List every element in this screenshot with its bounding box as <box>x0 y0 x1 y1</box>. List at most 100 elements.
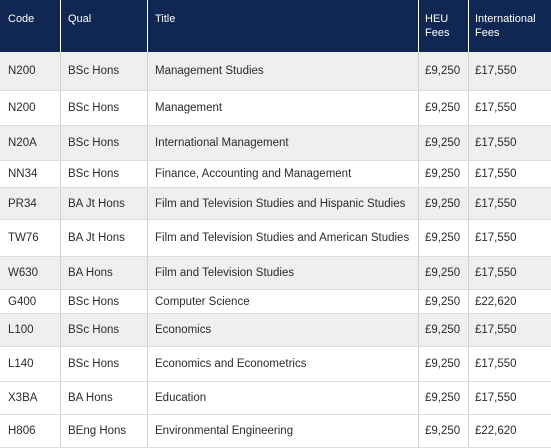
heu-fee-cell: £9,250 <box>425 137 461 149</box>
qual-cell: BSc Hons <box>68 102 120 114</box>
qual-cell: BSc Hons <box>68 168 120 180</box>
column-divider <box>468 382 469 414</box>
header-divider <box>468 0 469 52</box>
column-divider <box>147 415 148 447</box>
column-divider <box>147 91 148 125</box>
column-header-heu-line1: HEU <box>425 13 449 25</box>
column-divider <box>418 415 419 447</box>
table-row: NN34 BSc Hons Finance, Accounting and Mana… <box>0 161 551 188</box>
column-header-international-fees: International Fees <box>475 0 551 52</box>
column-divider <box>418 52 419 90</box>
international-fee-cell: £17,550 <box>475 137 517 149</box>
code-cell: N200 <box>8 102 36 114</box>
heu-fee-cell: £9,250 <box>425 232 461 244</box>
table-row: W630 BA Hons Film and Television Studies £9… <box>0 257 551 290</box>
international-fee-cell: £22,620 <box>475 295 517 308</box>
column-header-heu-line2: Fees <box>425 27 450 39</box>
column-divider <box>468 161 469 187</box>
title-cell: Economics and Econometrics <box>155 358 307 370</box>
column-divider <box>147 290 148 313</box>
qual-cell: BSc Hons <box>68 65 120 77</box>
code-cell: TW76 <box>8 232 39 244</box>
table-row: G400 BSc Hons Computer Science £9,250 £22,62… <box>0 290 551 314</box>
column-divider <box>418 91 419 125</box>
column-divider <box>468 91 469 125</box>
header-divider <box>418 0 419 52</box>
international-fee-cell: £17,550 <box>475 168 517 180</box>
international-fee-cell: £17,550 <box>475 324 517 336</box>
column-header-qual: Qual <box>68 13 92 25</box>
column-divider <box>418 161 419 187</box>
qual-cell: BEng Hons <box>68 425 127 437</box>
column-divider <box>147 382 148 414</box>
column-divider <box>147 347 148 381</box>
column-header-intl-line2: Fees <box>475 27 500 39</box>
column-divider <box>60 220 61 256</box>
column-divider <box>60 52 61 90</box>
column-divider <box>147 314 148 346</box>
column-divider <box>60 91 61 125</box>
title-cell: Economics <box>155 324 212 336</box>
column-divider <box>60 415 61 447</box>
international-fee-cell: £22,620 <box>475 425 517 437</box>
column-divider <box>147 188 148 219</box>
qual-cell: BSc Hons <box>68 137 120 149</box>
international-fee-cell: £17,550 <box>475 267 517 279</box>
column-divider <box>147 220 148 256</box>
table-row: X3BA BA Hons Education £9,250 £17,550 <box>0 382 551 415</box>
column-divider <box>147 126 148 160</box>
qual-cell: BSc Hons <box>68 324 120 336</box>
qual-cell: BA Hons <box>68 267 113 279</box>
title-cell: Film and Television Studies <box>155 267 295 279</box>
column-divider <box>468 415 469 447</box>
international-fee-cell: £17,550 <box>475 197 517 210</box>
table-row: L140 BSc Hons Economics and Econometrics £9… <box>0 347 551 382</box>
heu-fee-cell: £9,250 <box>425 197 461 210</box>
column-divider <box>468 290 469 313</box>
qual-cell: BA Hons <box>68 392 113 404</box>
qual-cell: BA Jt Hons <box>68 232 125 244</box>
heu-fee-cell: £9,250 <box>425 324 461 336</box>
title-cell: Education <box>155 392 207 404</box>
column-divider <box>60 290 61 313</box>
column-divider <box>418 290 419 313</box>
column-divider <box>60 257 61 289</box>
international-fee-cell: £17,550 <box>475 65 517 77</box>
code-cell: NN34 <box>8 168 38 180</box>
qual-cell: BA Jt Hons <box>68 197 125 210</box>
title-cell: International Management <box>155 137 289 149</box>
table-row: H806 BEng Hons Environmental Engineering £9… <box>0 415 551 448</box>
column-divider <box>60 314 61 346</box>
code-cell: L100 <box>8 324 34 336</box>
heu-fee-cell: £9,250 <box>425 267 461 279</box>
title-cell: Environmental Engineering <box>155 425 294 437</box>
column-divider <box>418 347 419 381</box>
column-divider <box>147 161 148 187</box>
column-divider <box>468 347 469 381</box>
column-divider <box>468 52 469 90</box>
table-row: N20A BSc Hons International Management £9,2… <box>0 126 551 161</box>
table-row: TW76 BA Jt Hons Film and Television Studie… <box>0 220 551 257</box>
title-cell: Film and Television Studies and Hispanic… <box>155 197 406 210</box>
table-row: N200 BSc Hons Management £9,250 £17,550 <box>0 91 551 126</box>
international-fee-cell: £17,550 <box>475 392 517 404</box>
column-divider <box>418 382 419 414</box>
column-divider <box>147 52 148 90</box>
heu-fee-cell: £9,250 <box>425 425 461 437</box>
column-divider <box>60 347 61 381</box>
column-divider <box>468 220 469 256</box>
code-cell: G400 <box>8 295 37 308</box>
column-divider <box>468 314 469 346</box>
heu-fee-cell: £9,250 <box>425 392 461 404</box>
column-header-intl-line1: International <box>475 13 536 25</box>
code-cell: N20A <box>8 137 37 149</box>
title-cell: Management Studies <box>155 65 264 77</box>
column-divider <box>60 188 61 219</box>
column-header-code: Code <box>8 13 35 25</box>
international-fee-cell: £17,550 <box>475 358 517 370</box>
qual-cell: BSc Hons <box>68 358 120 370</box>
table-row: N200 BSc Hons Management Studies £9,250 £17,… <box>0 52 551 91</box>
column-divider <box>60 161 61 187</box>
international-fee-cell: £17,550 <box>475 232 517 244</box>
title-cell: Film and Television Studies and American… <box>155 232 410 244</box>
